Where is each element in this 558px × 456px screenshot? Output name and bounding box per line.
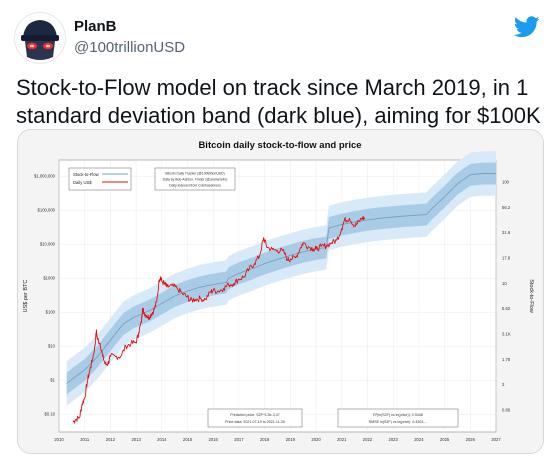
- x-tick-label: 2012: [106, 437, 116, 442]
- x-tick-label: 2020: [311, 437, 321, 442]
- x-tick-label: 2013: [131, 437, 141, 442]
- y2-tick-label: 1.78: [502, 357, 511, 362]
- y-tick-label: $100: [46, 310, 56, 315]
- predicted-price-text: Predicted price: S2F^3.3e-3.47: [230, 413, 279, 417]
- x-tick-label: 2016: [209, 437, 219, 442]
- chart-card[interactable]: Bitcoin daily stock-to-flow and price 20…: [17, 129, 544, 454]
- stats-box-right: R²(ln(S2F) vs ln(price)): 0.9448 RMSE ln…: [337, 408, 459, 428]
- rmse-text: RMSE ln(S2F) vs ln(price): 0.4303 ...: [369, 420, 428, 424]
- x-tick-label: 2017: [234, 437, 244, 442]
- y2-tick-label: 0.86: [502, 408, 511, 413]
- x-tick-label: 2024: [414, 437, 424, 442]
- y2-tick-label: 17.8: [502, 256, 511, 261]
- author-name[interactable]: PlanB: [74, 18, 117, 35]
- twitter-bird-icon[interactable]: [514, 16, 540, 38]
- author-handle[interactable]: @100trillionUSD: [74, 39, 186, 56]
- price-data-text: Price data: 2021-07-19 to 2021-11-30: [225, 420, 285, 424]
- x-axis-ticks: 2010 2011 2012 2013 2014 2015 2016 2017 2018 2019…: [54, 437, 501, 442]
- y2-tick-label: 100: [502, 180, 510, 185]
- y2-axis-label: Stock-to-Flow: [528, 279, 534, 313]
- y-tick-label: $1: [50, 378, 55, 383]
- x-tick-label: 2025: [440, 437, 450, 442]
- series-daily-usd: [72, 215, 366, 424]
- tweet-text: Stock-to-Flow model on track since March…: [16, 75, 541, 128]
- x-tick-label: 2015: [183, 437, 193, 442]
- y-tick-label: $10: [48, 344, 56, 349]
- chart-title: Bitcoin daily stock-to-flow and price: [198, 140, 361, 151]
- y-axis-ticks: $0.10 $1 $10 $100 $1000 $10,000 $100,000 $1,000…: [34, 174, 56, 417]
- y-tick-label: $1000: [43, 276, 55, 281]
- y2-tick-label: 31.6: [502, 230, 511, 235]
- x-tick-label: 2026: [466, 437, 476, 442]
- x-tick-label: 2019: [286, 437, 296, 442]
- y2-tick-label: 3: [502, 382, 505, 387]
- legend: Stock-to-Flow Daily US$: [68, 167, 132, 191]
- y2-tick-label: 3.1K: [502, 332, 511, 337]
- x-tick-label: 2027: [491, 437, 501, 442]
- avatar-icon: [15, 13, 65, 63]
- x-tick-label: 2023: [389, 437, 399, 442]
- series-stock-to-flow: [66, 173, 496, 384]
- avatar[interactable]: [14, 12, 66, 64]
- credit-line-1: Bitcoin Daily Tracker (@100trillionUSD): [165, 172, 224, 176]
- stats-box-left: Predicted price: S2F^3.3e-3.47 Price dat…: [207, 408, 303, 428]
- x-tick-label: 2014: [157, 437, 167, 442]
- s2f-chart: Bitcoin daily stock-to-flow and price 20…: [18, 130, 543, 453]
- x-tick-label: 2010: [54, 437, 64, 442]
- credits-box: Bitcoin Daily Tracker (@100trillionUSD) …: [154, 167, 236, 191]
- y-axis-label: US$ per BTC: [23, 280, 29, 313]
- r-squared-text: R²(ln(S2F) vs ln(price)): 0.9448: [373, 413, 423, 417]
- y2-axis-ticks: 100 56.2 31.6 17.8 10 5.62 3.1K 1.78 3 0.86: [502, 180, 511, 413]
- model-band-inner: [66, 162, 496, 395]
- x-tick-label: 2011: [80, 437, 90, 442]
- y-tick-label: $100,000: [38, 208, 56, 213]
- x-tick-label: 2021: [337, 437, 347, 442]
- legend-entry-daily-usd: Daily US$: [73, 180, 92, 185]
- y2-tick-label: 5.62: [502, 306, 511, 311]
- y-tick-label: $1,000,000: [34, 174, 56, 179]
- credit-line-3: Daily indexed from Coinbasebrexs: [169, 184, 221, 188]
- y-tick-label: $10,000: [40, 242, 56, 247]
- legend-entry-stock-to-flow: Stock-to-Flow: [73, 172, 100, 177]
- y-tick-label: $0.10: [45, 412, 56, 417]
- y2-tick-label: 10: [502, 281, 507, 286]
- y2-tick-label: 56.2: [502, 205, 511, 210]
- credit-line-2: Data by Bob-Ashton, Finder (@answers4x): [163, 178, 228, 182]
- x-tick-label: 2018: [260, 437, 270, 442]
- x-tick-label: 2022: [363, 437, 373, 442]
